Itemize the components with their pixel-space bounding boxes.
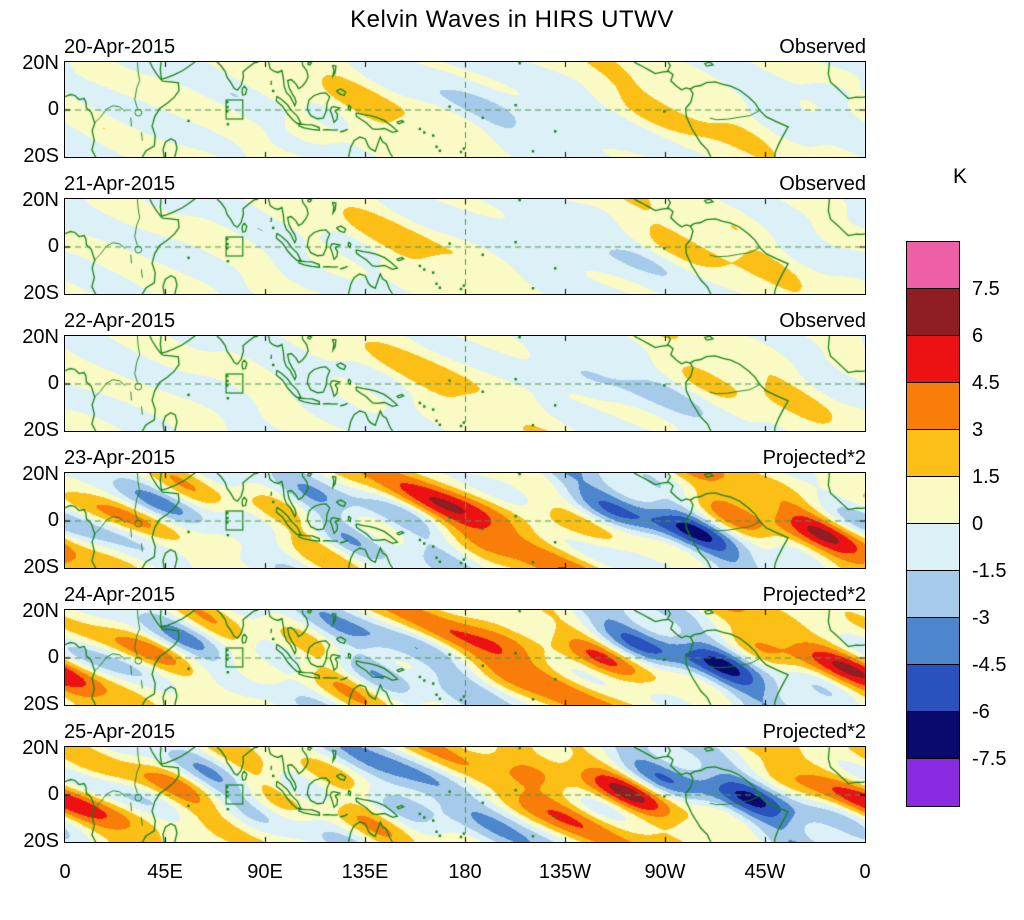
y-tick-label-0: 0 <box>47 98 59 120</box>
y-tick-label-20n: 20N <box>22 52 59 74</box>
y-tick-label-20s: 20S <box>23 830 59 852</box>
x-tick-label: 45E <box>147 861 183 883</box>
x-tick-label: 135W <box>538 861 592 883</box>
colorbar-tick-label: -1.5 <box>972 560 1007 582</box>
y-tick-label-20n: 20N <box>22 463 59 485</box>
panel-map: 20N 0 20S <box>22 327 866 440</box>
y-tick-label-20n: 20N <box>22 600 59 622</box>
panel-map: 20N 0 20S <box>22 190 866 303</box>
colorbar-unit-label: K <box>952 165 967 188</box>
colorbar-tick-label: 7.5 <box>972 278 1000 300</box>
map-canvas <box>64 61 866 158</box>
colorbar-cell <box>907 477 959 524</box>
colorbar-cell <box>907 430 959 477</box>
panel-source-label: Projected*2 <box>762 447 866 469</box>
panel-date: 20-Apr-2015 <box>64 36 176 58</box>
x-axis: 0 45E 90E 135E 180 135W 90W 45W 0 <box>0 861 1024 889</box>
y-tick-label-20n: 20N <box>22 737 59 759</box>
colorbar-tick-label: 0 <box>972 513 984 535</box>
y-tick-label-20s: 20S <box>23 556 59 578</box>
colorbar-cell <box>907 289 959 336</box>
colorbar-tick-label: -6 <box>972 701 990 723</box>
colorbar-tick-label: 4.5 <box>972 372 1000 394</box>
colorbar-cell <box>907 571 959 618</box>
map-canvas <box>64 746 866 843</box>
colorbar-tick-label: -4.5 <box>972 654 1007 676</box>
x-tick-label: 90E <box>247 861 283 883</box>
colorbar-cell <box>907 618 959 665</box>
figure-title: Kelvin Waves in HIRS UTWV <box>350 6 674 33</box>
colorbar-tick-label: -3 <box>972 607 990 629</box>
panel-date: 21-Apr-2015 <box>64 173 176 195</box>
colorbar-cell <box>907 759 959 806</box>
colorbar-labels: 7.5 6 4.5 3 1.5 0 -1.5 -3 -4.5 -6 -7.5 <box>972 241 1024 807</box>
map-panel-4: 23-Apr-2015 Projected*2 20N 0 20S <box>5 445 866 577</box>
panel-header: 25-Apr-2015 Projected*2 <box>64 719 866 746</box>
panel-map: 20N 0 20S <box>22 464 866 577</box>
panel-date: 22-Apr-2015 <box>64 310 176 332</box>
map-canvas <box>64 335 866 432</box>
colorbar-tick-label: 3 <box>972 419 984 441</box>
panel-source-label: Observed <box>779 173 866 195</box>
colorbar-cell <box>907 524 959 571</box>
y-tick-label-0: 0 <box>47 783 59 805</box>
colorbar-cell <box>907 336 959 383</box>
map-panel-5: 24-Apr-2015 Projected*2 20N 0 20S <box>5 582 866 714</box>
colorbar-tick-label: 1.5 <box>972 466 1000 488</box>
x-tick-label: 135E <box>341 861 389 883</box>
panel-date: 23-Apr-2015 <box>64 447 176 469</box>
y-tick-label-20n: 20N <box>22 326 59 348</box>
map-panel-6: 25-Apr-2015 Projected*2 20N 0 20S <box>5 719 866 851</box>
panel-header: 22-Apr-2015 Observed <box>64 308 866 335</box>
x-tick-label: 45W <box>744 861 786 883</box>
panel-header: 24-Apr-2015 Projected*2 <box>64 582 866 609</box>
y-tick-label-0: 0 <box>47 235 59 257</box>
map-canvas <box>64 609 866 706</box>
colorbar-tick-label: -7.5 <box>972 748 1007 770</box>
colorbar-cell <box>907 383 959 430</box>
map-panel-1: 20-Apr-2015 Observed 20N 0 20S <box>5 34 866 166</box>
y-tick-label-0: 0 <box>47 509 59 531</box>
x-tick-label: 180 <box>448 861 482 883</box>
y-tick-label-20s: 20S <box>23 145 59 167</box>
y-tick-label-20s: 20S <box>23 419 59 441</box>
y-tick-label-0: 0 <box>47 646 59 668</box>
map-canvas <box>64 198 866 295</box>
y-tick-label-20s: 20S <box>23 693 59 715</box>
panel-header: 21-Apr-2015 Observed <box>64 171 866 198</box>
panel-header: 20-Apr-2015 Observed <box>64 34 866 61</box>
y-tick-label-0: 0 <box>47 372 59 394</box>
panel-source-label: Projected*2 <box>762 721 866 743</box>
x-tick-label: 90W <box>644 861 686 883</box>
colorbar-cell <box>907 242 959 289</box>
map-canvas <box>64 472 866 569</box>
panel-date: 24-Apr-2015 <box>64 584 176 606</box>
panel-header: 23-Apr-2015 Projected*2 <box>64 445 866 472</box>
y-tick-label-20n: 20N <box>22 189 59 211</box>
colorbar-tick-label: 6 <box>972 325 984 347</box>
panel-map: 20N 0 20S <box>22 601 866 714</box>
colorbar <box>906 241 960 807</box>
x-tick-label: 0 <box>59 861 71 883</box>
panel-date: 25-Apr-2015 <box>64 721 176 743</box>
map-panel-3: 22-Apr-2015 Observed 20N 0 20S <box>5 308 866 440</box>
panel-map: 20N 0 20S <box>22 738 866 851</box>
panel-source-label: Observed <box>779 36 866 58</box>
panel-source-label: Observed <box>779 310 866 332</box>
colorbar-cell <box>907 712 959 759</box>
colorbar-cell <box>907 665 959 712</box>
y-tick-label-20s: 20S <box>23 282 59 304</box>
map-panel-2: 21-Apr-2015 Observed 20N 0 20S <box>5 171 866 303</box>
x-tick-label: 0 <box>859 861 871 883</box>
panel-source-label: Projected*2 <box>762 584 866 606</box>
panel-map: 20N 0 20S <box>22 53 866 166</box>
